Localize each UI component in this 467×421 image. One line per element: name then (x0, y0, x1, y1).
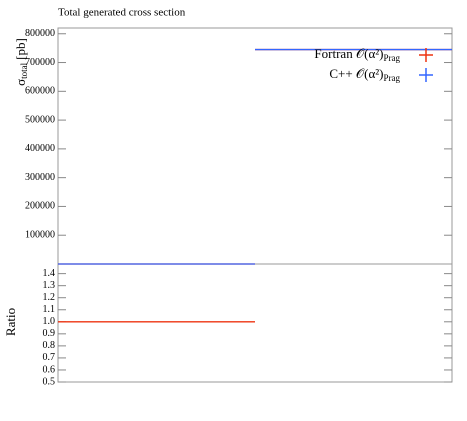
main-frame (57, 27, 453, 265)
y-tick-label: 0.6 (43, 364, 56, 375)
y-label-unit: [pb] (13, 38, 28, 60)
y-tick-label: 1.4 (43, 268, 56, 279)
legend-sub: Prag (384, 73, 401, 83)
legend-name: Fortran 𝒪(α²) (314, 46, 383, 61)
y-tick-label: 800000 (25, 28, 55, 39)
y-tick-label: 0.7 (43, 352, 56, 363)
y-tick-label: 0.8 (43, 340, 56, 351)
y-tick-label: 1.0 (43, 316, 56, 327)
y-tick-label: 1.1 (43, 304, 56, 315)
y-tick-label: 100000 (25, 230, 55, 241)
legend-name: C++ 𝒪(α²) (329, 66, 383, 81)
y-tick-label: 700000 (25, 57, 55, 68)
y-label-sub: total (19, 62, 29, 78)
y-label-symbol: σ (13, 79, 28, 86)
ratio-frame (57, 263, 453, 383)
legend-sub: Prag (384, 53, 401, 63)
y-tick-label: 0.9 (43, 328, 56, 339)
y-tick-label: 1.3 (43, 280, 56, 291)
chart-title: Total generated cross section (58, 7, 186, 19)
y-tick-label: 400000 (25, 143, 55, 154)
y-tick-label: 300000 (25, 172, 55, 183)
legend-label: Fortran 𝒪(α²)Prag (314, 46, 400, 63)
svg-text:σtotal[pb]: σtotal [pb] (13, 38, 29, 86)
y-tick-label: 1.2 (43, 292, 56, 303)
y-axis-label: σtotal [pb] (13, 38, 29, 86)
y-tick-label: 200000 (25, 201, 55, 212)
y-tick-label: 0.5 (43, 376, 56, 387)
y-tick-label: 500000 (25, 114, 55, 125)
legend-label: C++ 𝒪(α²)Prag (329, 66, 400, 83)
y-tick-label: 600000 (25, 86, 55, 97)
ratio-y-label: Ratio (3, 308, 18, 336)
